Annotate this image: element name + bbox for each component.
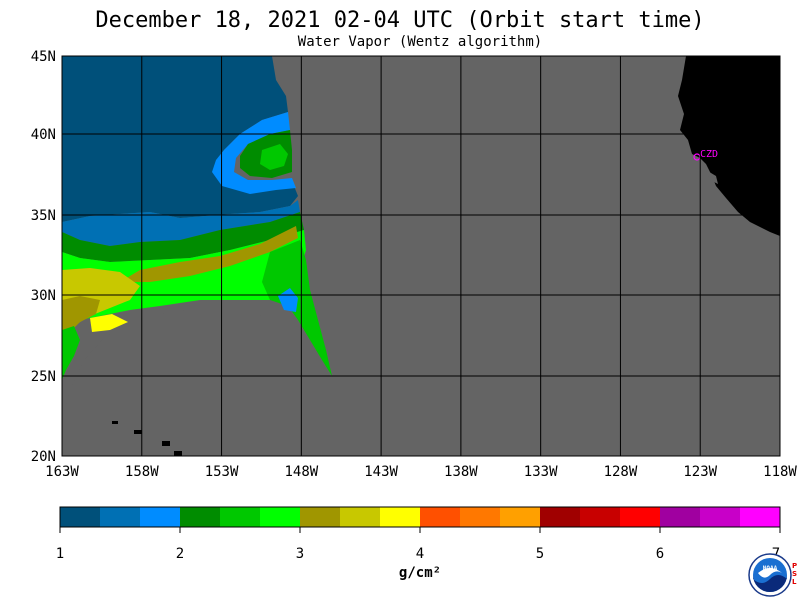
colorbar-tick-label: 5 bbox=[536, 546, 544, 562]
colorbar-ticks: 1 2 3 4 5 6 7 bbox=[56, 527, 781, 562]
vapor-region-yellow-west bbox=[90, 314, 128, 332]
vapor-region-green-band bbox=[62, 212, 304, 262]
colorbar-segment bbox=[100, 507, 140, 527]
psl-letters: P S L bbox=[792, 562, 800, 586]
noaa-logo: NOAA bbox=[748, 553, 792, 597]
latitude-labels: 45N 40N 35N 30N 25N 20N bbox=[31, 49, 56, 465]
colorbar-segment bbox=[580, 507, 620, 527]
colorbar-units: g/cm² bbox=[399, 565, 441, 581]
vapor-region-blue-spot bbox=[278, 288, 298, 312]
lon-label: 163W bbox=[45, 464, 79, 480]
lat-label: 25N bbox=[31, 369, 56, 385]
colorbar-segment bbox=[620, 507, 660, 527]
colorbar-segment bbox=[460, 507, 500, 527]
colorbar-segment bbox=[180, 507, 220, 527]
hawaii-islands bbox=[112, 421, 182, 456]
colorbar-segment bbox=[500, 507, 540, 527]
colorbar-segment bbox=[740, 507, 780, 527]
lon-label: 133W bbox=[524, 464, 558, 480]
colorbar-segment bbox=[660, 507, 700, 527]
lon-label: 143W bbox=[364, 464, 398, 480]
colorbar-segment bbox=[60, 507, 100, 527]
vapor-region-green-tail bbox=[262, 240, 332, 376]
vapor-region-olive-west bbox=[62, 296, 100, 336]
lon-label: 138W bbox=[444, 464, 478, 480]
lon-label: 118W bbox=[763, 464, 797, 480]
map-title: December 18, 2021 02-04 UTC (Orbit start… bbox=[95, 8, 705, 33]
colorbar-segment bbox=[420, 507, 460, 527]
station-label: CZD bbox=[700, 149, 718, 160]
colorbar-segment bbox=[540, 507, 580, 527]
vapor-region-blue-band bbox=[62, 200, 300, 246]
vapor-region-lime-inner bbox=[260, 144, 288, 170]
lon-label: 123W bbox=[683, 464, 717, 480]
colorbar-tick-label: 2 bbox=[176, 546, 184, 562]
no-data-swath-gap bbox=[62, 308, 322, 456]
noaa-logo-text: NOAA bbox=[763, 565, 778, 572]
colorbar-tick-label: 6 bbox=[656, 546, 664, 562]
lat-label: 40N bbox=[31, 127, 56, 143]
colorbar-tick-label: 1 bbox=[56, 546, 64, 562]
longitude-labels: 163W 158W 153W 148W 143W 138W 133W 128W 123W 118W bbox=[45, 464, 797, 480]
colorbar-segment bbox=[260, 507, 300, 527]
map-frame bbox=[61, 55, 781, 457]
lon-label: 158W bbox=[125, 464, 159, 480]
colorbar-segment bbox=[700, 507, 740, 527]
vapor-region-bright-blue-arc bbox=[212, 112, 296, 194]
colorbar-segment bbox=[220, 507, 260, 527]
sf-bay-detail bbox=[706, 170, 718, 184]
colorbar-segment bbox=[380, 507, 420, 527]
colorbar-tick-label: 3 bbox=[296, 546, 304, 562]
colorbar-segment bbox=[340, 507, 380, 527]
north-america-landmass bbox=[678, 56, 780, 236]
lon-label: 128W bbox=[604, 464, 638, 480]
vapor-region-olive-band bbox=[120, 226, 298, 282]
psl-letter: S bbox=[792, 570, 798, 578]
psl-letter: L bbox=[792, 578, 797, 586]
colorbar-segment bbox=[300, 507, 340, 527]
vapor-region-dark-blue bbox=[62, 56, 298, 222]
lat-label: 30N bbox=[31, 288, 56, 304]
colorbar-tick-label: 4 bbox=[416, 546, 424, 562]
lon-label: 153W bbox=[205, 464, 239, 480]
vapor-region-green-southwest bbox=[62, 326, 80, 380]
colorbar bbox=[59, 506, 781, 528]
lon-label: 148W bbox=[284, 464, 318, 480]
lat-label: 20N bbox=[31, 449, 56, 465]
psl-letter: P bbox=[792, 562, 798, 570]
colorbar-tick-label: 7 bbox=[772, 546, 780, 562]
colorbar-segment bbox=[140, 507, 180, 527]
lat-label: 35N bbox=[31, 208, 56, 224]
lat-label: 45N bbox=[31, 49, 56, 65]
map-subtitle: Water Vapor (Wentz algorithm) bbox=[297, 34, 543, 50]
